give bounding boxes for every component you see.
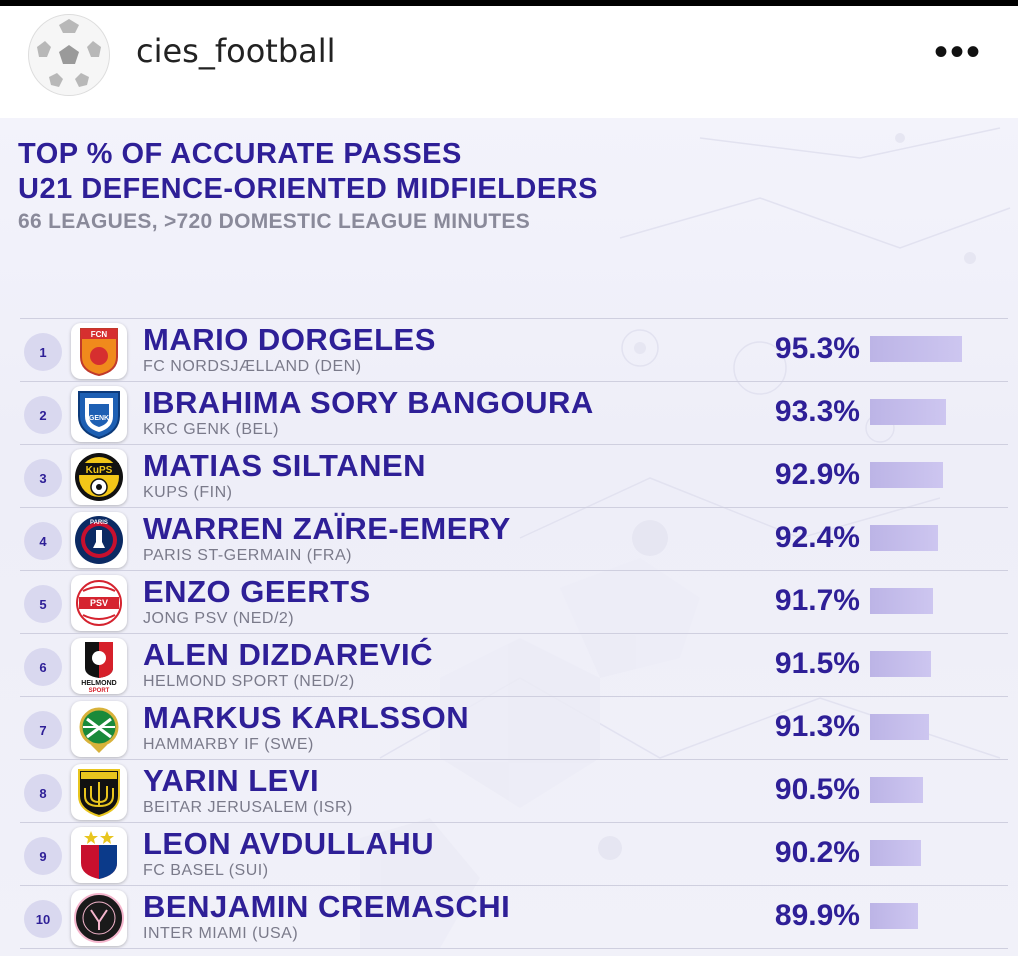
infographic-title-line2: U21 DEFENCE-ORIENTED MIDFIELDERS: [18, 173, 598, 205]
player-club: FC BASEL (SUI): [143, 862, 269, 879]
player-club: PARIS ST-GERMAIN (FRA): [143, 547, 352, 564]
row-divider: [20, 318, 1008, 319]
player-club: HAMMARBY IF (SWE): [143, 736, 314, 753]
pass-accuracy-bar: [870, 714, 930, 740]
pass-accuracy-value: 92.9%: [774, 458, 860, 491]
row-divider: [20, 696, 1008, 697]
player-name: LEON AVDULLAHU: [143, 826, 435, 861]
rank-badge: 5: [24, 585, 62, 623]
pass-accuracy-bar: [870, 903, 918, 929]
inter-miami-crest-icon: [71, 890, 127, 946]
svg-text:FCN: FCN: [91, 330, 108, 339]
row-divider: [20, 570, 1008, 571]
svg-text:PSV: PSV: [90, 598, 108, 608]
player-club: INTER MIAMI (USA): [143, 925, 299, 942]
ranking-row: 2 GENK IBRAHIMA SORY BANGOURA KRC GENK (…: [0, 381, 1018, 444]
svg-text:PARIS: PARIS: [90, 520, 108, 526]
pass-accuracy-value: 93.3%: [774, 395, 860, 428]
hammarby-crest-icon: [71, 701, 127, 757]
rank-badge: 9: [24, 837, 62, 875]
pass-accuracy-bar: [870, 651, 932, 677]
ranking-row: 3 KuPS MATIAS SILTANEN KUPS (FIN) 92.9%: [0, 444, 1018, 507]
top-status-strip: [0, 0, 1018, 6]
helmond-sport-crest-icon: HELMOND SPORT: [71, 638, 127, 694]
player-name: MARKUS KARLSSON: [143, 700, 470, 735]
ranking-row: 10 BENJAMIN CREMASCHI INTER MIAMI (USA) …: [0, 885, 1018, 948]
player-name: YARIN LEVI: [143, 763, 320, 798]
row-divider: [20, 948, 1008, 949]
infographic-title-line1: TOP % OF ACCURATE PASSES: [18, 138, 462, 170]
infographic-subtitle: 66 LEAGUES, >720 DOMESTIC LEAGUE MINUTES: [18, 210, 531, 233]
ranking-row: 9 LEON AVDULLAHU FC BASEL (SUI) 90.2%: [0, 822, 1018, 885]
player-name: IBRAHIMA SORY BANGOURA: [143, 385, 594, 420]
rank-badge: 2: [24, 396, 62, 434]
svg-text:KuPS: KuPS: [86, 465, 113, 476]
pass-accuracy-value: 90.2%: [774, 836, 860, 869]
ranking-row: 1 FCN MARIO DORGELES FC NORDSJÆLLAND (DE…: [0, 318, 1018, 381]
kups-crest-icon: KuPS: [71, 449, 127, 505]
player-name: MATIAS SILTANEN: [143, 448, 427, 483]
rank-badge: 8: [24, 774, 62, 812]
pass-accuracy-bar: [870, 399, 946, 425]
background-decoration: [360, 127, 1011, 948]
pass-accuracy-bar: [870, 462, 943, 488]
player-name: MARIO DORGELES: [143, 322, 436, 357]
rank-badge: 1: [24, 333, 62, 371]
player-club: HELMOND SPORT (NED/2): [143, 673, 355, 690]
pass-accuracy-value: 90.5%: [774, 773, 860, 806]
pass-accuracy-value: 91.3%: [774, 710, 860, 743]
post-header: cies_football •••: [0, 6, 1018, 118]
rank-badge: 10: [24, 900, 62, 938]
ranking-row: 4 PARIS WARREN ZAÏRE-EMERY PARIS ST-GERM…: [0, 507, 1018, 570]
svg-text:HELMOND: HELMOND: [81, 680, 116, 687]
rank-badge: 6: [24, 648, 62, 686]
svg-text:SPORT: SPORT: [89, 688, 110, 694]
pass-accuracy-bar: [870, 588, 933, 614]
psv-crest-icon: PSV: [71, 575, 127, 631]
row-divider: [20, 633, 1008, 634]
player-club: KUPS (FIN): [143, 484, 233, 501]
player-name: ENZO GEERTS: [143, 574, 371, 609]
player-club: JONG PSV (NED/2): [143, 610, 295, 627]
player-name: ALEN DIZDAREVIĆ: [143, 637, 433, 672]
pass-accuracy-value: 91.7%: [774, 584, 860, 617]
account-username[interactable]: cies_football: [136, 32, 336, 70]
more-dots-icon[interactable]: •••: [934, 30, 983, 74]
infographic-image: TOP % OF ACCURATE PASSES U21 DEFENCE-ORI…: [0, 118, 1018, 956]
pass-accuracy-value: 95.3%: [774, 332, 860, 365]
row-divider: [20, 822, 1008, 823]
ranking-row: 6 HELMOND SPORT ALEN DIZDAREVIĆ HELMOND …: [0, 633, 1018, 696]
player-club: KRC GENK (BEL): [143, 421, 279, 438]
ranking-row: 7 MARKUS KARLSSON HAMMARBY IF (SWE) 91.3…: [0, 696, 1018, 759]
ranking-row: 8 YARIN LEVI BEITAR JERUSALEM (ISR) 90.5…: [0, 759, 1018, 822]
player-club: FC NORDSJÆLLAND (DEN): [143, 358, 362, 375]
pass-accuracy-value: 91.5%: [774, 647, 860, 680]
fc-basel-crest-icon: [71, 827, 127, 883]
row-divider: [20, 885, 1008, 886]
player-name: WARREN ZAÏRE-EMERY: [143, 511, 511, 546]
rank-badge: 7: [24, 711, 62, 749]
psg-crest-icon: PARIS: [71, 512, 127, 568]
row-divider: [20, 381, 1008, 382]
player-name: BENJAMIN CREMASCHI: [143, 889, 511, 924]
svg-text:GENK: GENK: [89, 415, 109, 422]
pass-accuracy-value: 89.9%: [774, 899, 860, 932]
pass-accuracy-bar: [870, 840, 921, 866]
row-divider: [20, 759, 1008, 760]
row-divider: [20, 507, 1008, 508]
player-club: BEITAR JERUSALEM (ISR): [143, 799, 353, 816]
pass-accuracy-bar: [870, 336, 962, 362]
pass-accuracy-bar: [870, 777, 923, 803]
rank-badge: 4: [24, 522, 62, 560]
beitar-jerusalem-crest-icon: [71, 764, 127, 820]
krc-genk-crest-icon: GENK: [71, 386, 127, 442]
row-divider: [20, 444, 1008, 445]
football-icon: [29, 15, 109, 95]
account-avatar[interactable]: [28, 14, 110, 96]
rank-badge: 3: [24, 459, 62, 497]
ranking-row: 5 PSV ENZO GEERTS JONG PSV (NED/2) 91.7%: [0, 570, 1018, 633]
pass-accuracy-value: 92.4%: [774, 521, 860, 554]
fc-nordsjaelland-crest-icon: FCN: [71, 323, 127, 379]
pass-accuracy-bar: [870, 525, 939, 551]
